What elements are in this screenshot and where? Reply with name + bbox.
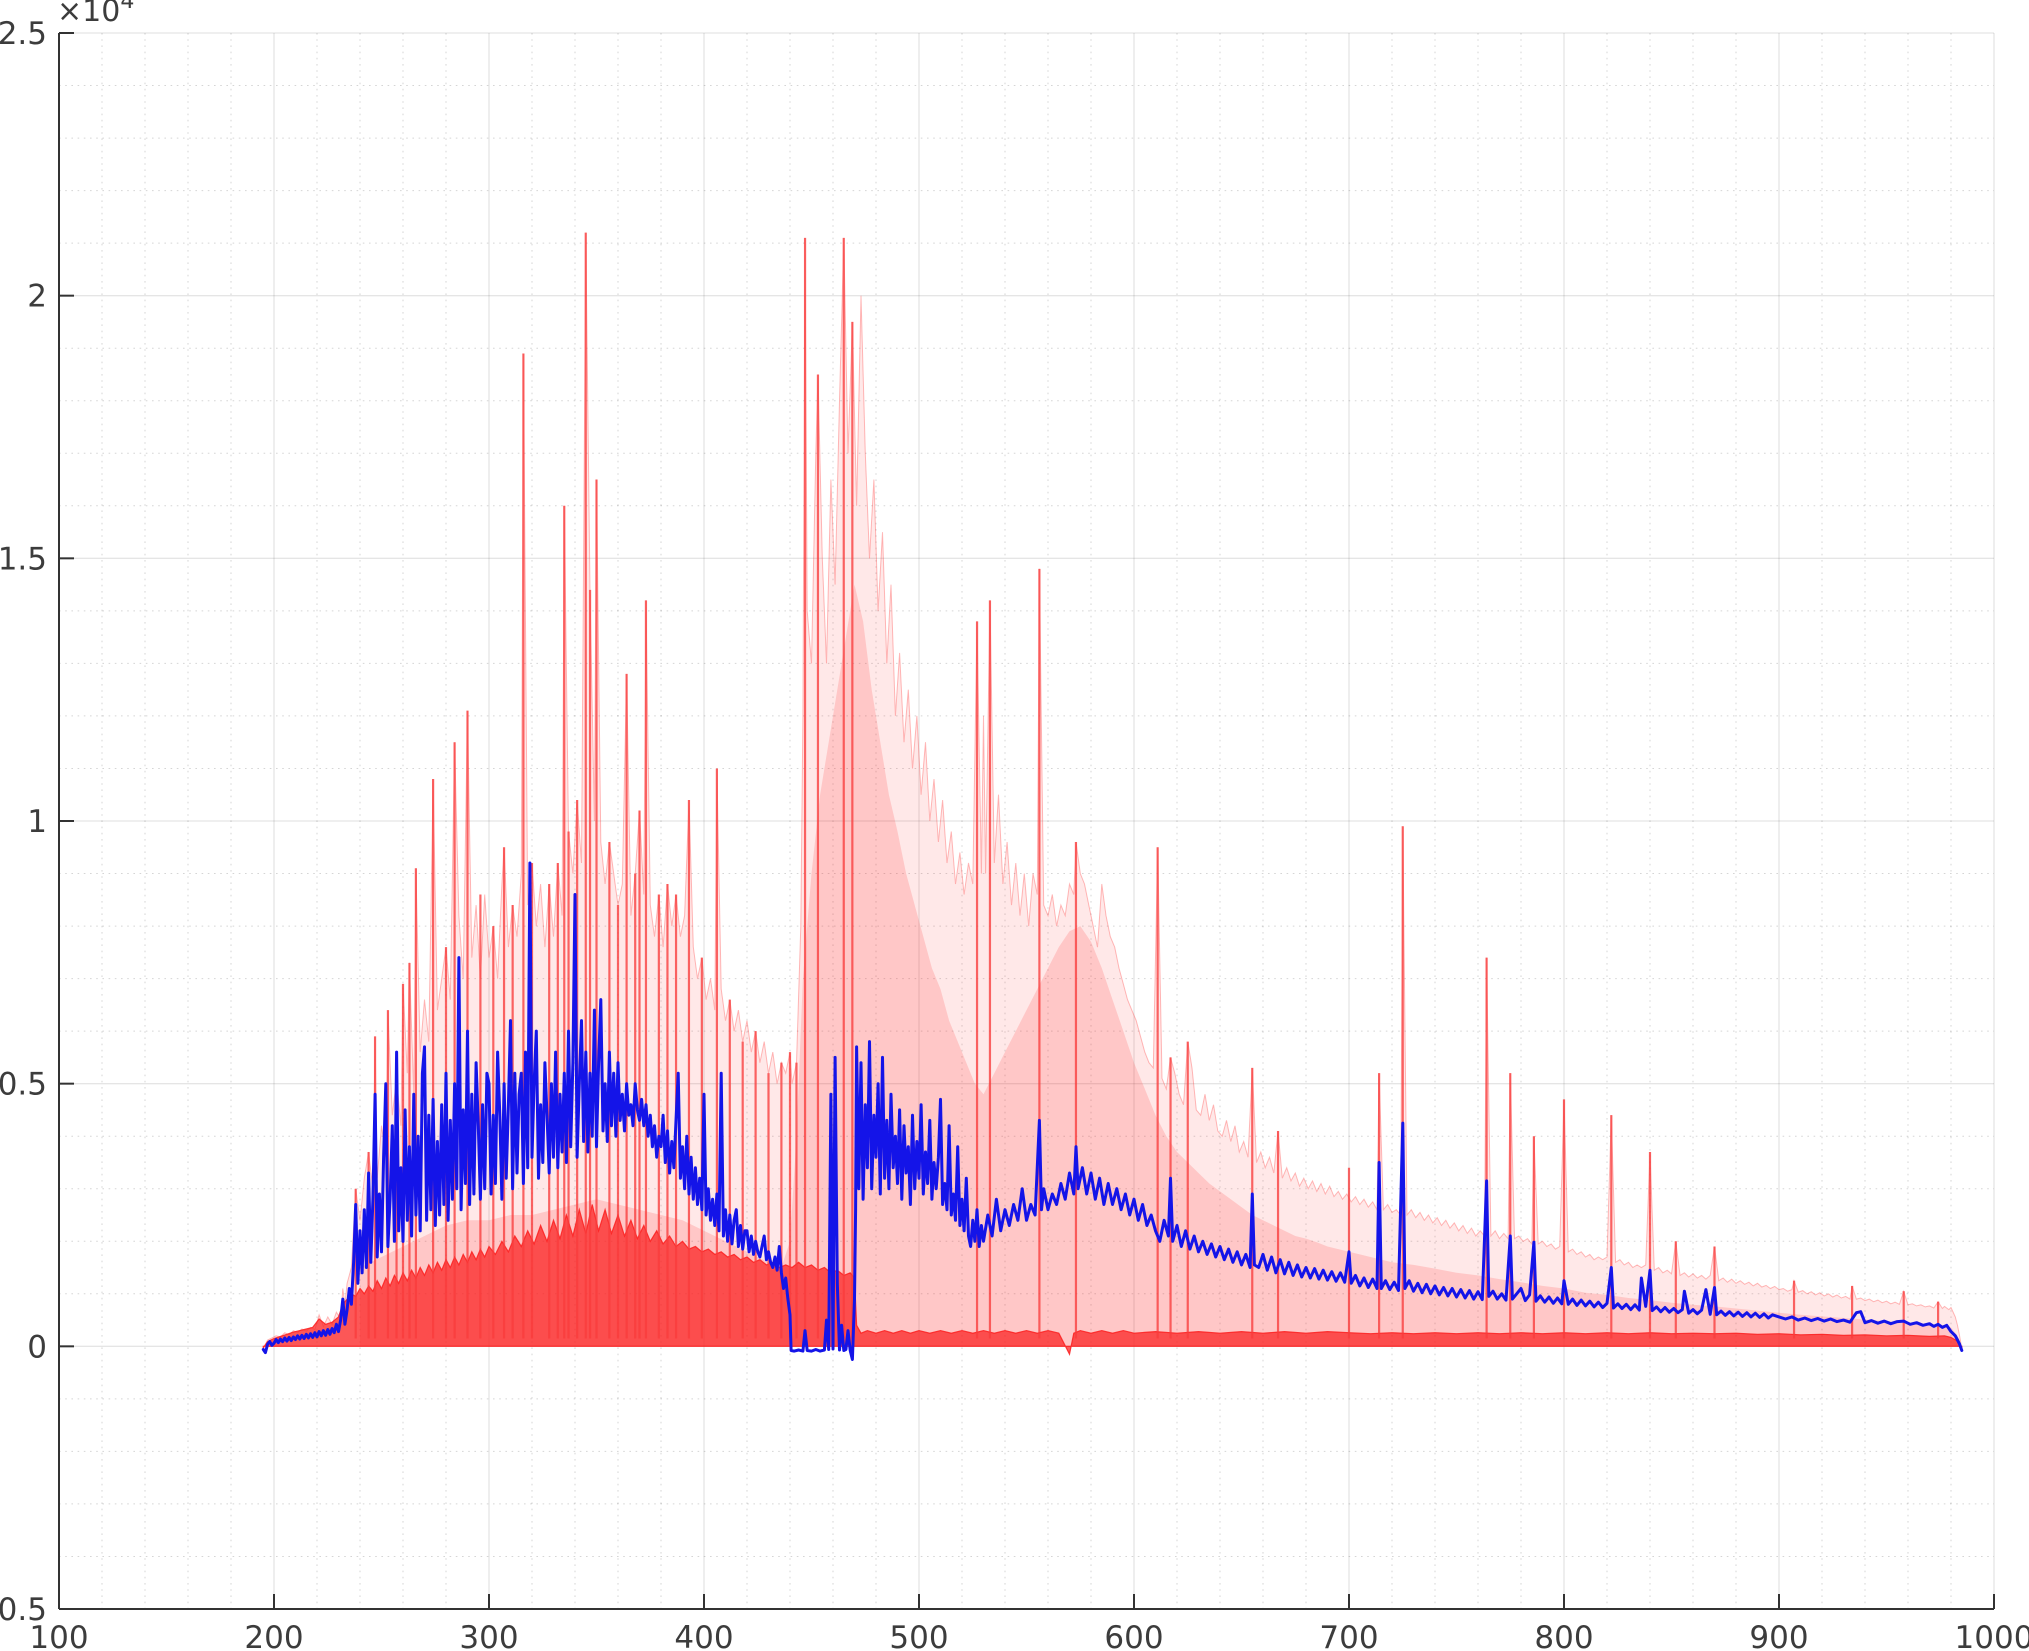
- y-tick-label: 2.5: [0, 16, 47, 52]
- x-tick-label: 100: [29, 1620, 88, 1651]
- x-tick-label: 300: [459, 1620, 518, 1651]
- x-tick-label: 400: [674, 1620, 733, 1651]
- y-tick-label: 1: [27, 804, 47, 840]
- y-tick-label: 0.5: [0, 1067, 47, 1103]
- x-tick-label: 600: [1104, 1620, 1163, 1651]
- y-tick-label: -0.5: [0, 1592, 47, 1628]
- y-tick-label: 2: [27, 279, 47, 315]
- y-tick-label: 1.5: [0, 541, 47, 577]
- x-tick-label: 700: [1319, 1620, 1378, 1651]
- x-tick-label: 800: [1534, 1620, 1593, 1651]
- x-tick-label: 500: [889, 1620, 948, 1651]
- x-tick-label: 200: [244, 1620, 303, 1651]
- x-tick-label: 1000: [1955, 1620, 2029, 1651]
- y-tick-label: 0: [27, 1329, 47, 1365]
- mean-spectrum: [261, 861, 1964, 1361]
- x-tick-label: 900: [1749, 1620, 1808, 1651]
